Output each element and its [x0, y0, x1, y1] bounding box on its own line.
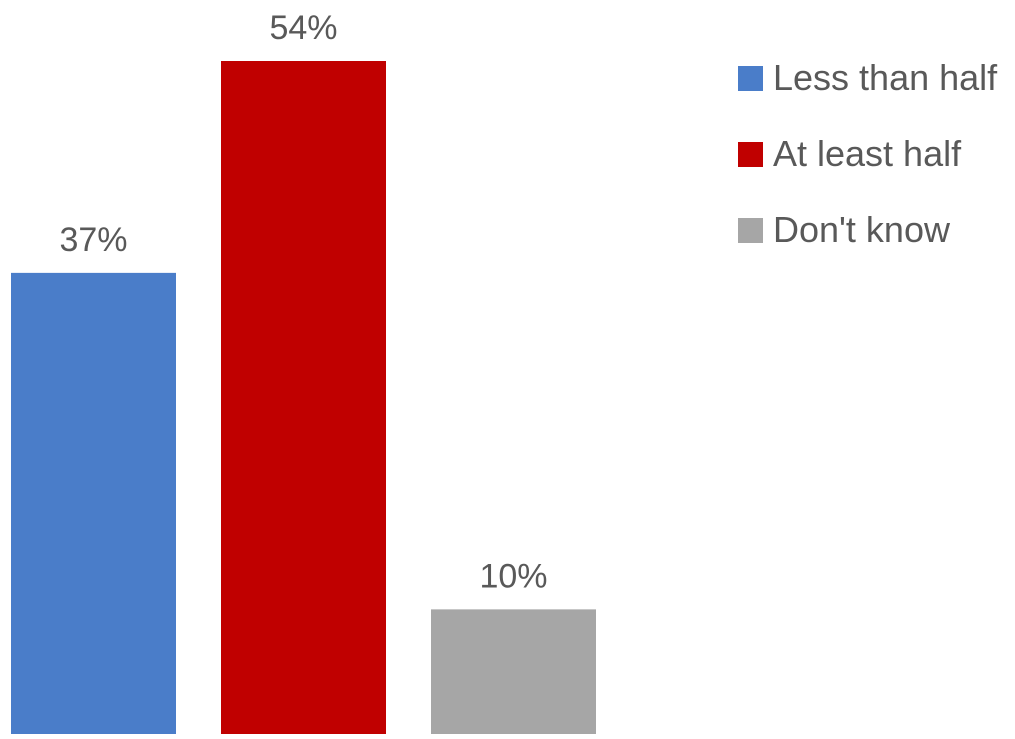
legend: Less than half At least half Don't know: [738, 57, 998, 250]
legend-label-at-least-half: At least half: [773, 133, 962, 174]
legend-swatch-don-t-know: [738, 218, 763, 243]
legend-item-don-t-know: Don't know: [738, 209, 951, 250]
data-label-at-least-half: 54%: [269, 9, 337, 47]
legend-item-less-than-half: Less than half: [738, 57, 998, 98]
legend-item-at-least-half: At least half: [738, 133, 962, 174]
legend-label-less-than-half: Less than half: [773, 57, 998, 98]
bar-less-than-half: [11, 272, 176, 734]
bar-don-t-know: [431, 609, 596, 734]
bars-layer: [11, 61, 596, 734]
bar-at-least-half: [221, 61, 386, 734]
legend-swatch-less-than-half: [738, 66, 763, 91]
legend-swatch-at-least-half: [738, 142, 763, 167]
data-label-don-t-know: 10%: [479, 557, 547, 595]
data-labels-layer: 37% 54% 10%: [59, 9, 547, 595]
data-label-less-than-half: 37%: [59, 221, 127, 259]
legend-label-don-t-know: Don't know: [773, 209, 951, 250]
